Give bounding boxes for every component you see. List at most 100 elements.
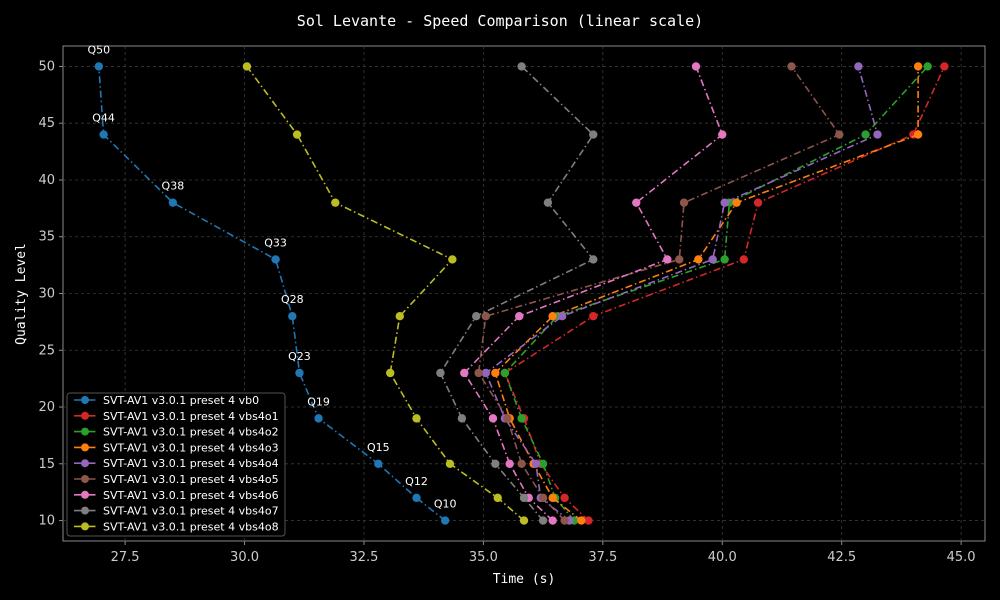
legend-label: SVT-AV1 v3.0.1 preset 4 vbs4o7 — [103, 505, 279, 518]
data-point — [519, 493, 529, 503]
data-point — [873, 130, 882, 139]
data-point — [94, 62, 104, 71]
data-point — [577, 516, 586, 525]
data-point — [481, 368, 490, 378]
series-line — [98, 66, 446, 522]
data-point — [519, 516, 529, 525]
data-point — [412, 493, 421, 503]
data-point — [854, 62, 863, 71]
legend-label: SVT-AV1 v3.0.1 preset 4 vbs4o4 — [103, 457, 279, 470]
legend-marker — [81, 443, 89, 452]
data-point — [548, 516, 557, 525]
data-point — [940, 62, 949, 71]
legend-label: SVT-AV1 v3.0.1 preset 4 vbs4o3 — [103, 441, 279, 454]
series-1 — [94, 62, 450, 525]
data-point — [500, 368, 510, 378]
legend-entry: SVT-AV1 v3.0.1 preset 4 vbs4o8 — [74, 520, 279, 533]
legend-entry: SVT-AV1 v3.0.1 preset 4 vbs4o6 — [74, 489, 279, 502]
data-point — [474, 368, 483, 378]
legend-entry: SVT-AV1 v3.0.1 preset 4 vbs4o5 — [74, 473, 279, 486]
data-point — [718, 130, 727, 139]
legend-label: SVT-AV1 v3.0.1 preset 4 vbs4o2 — [103, 426, 279, 439]
data-point — [584, 516, 593, 525]
x-tick-label: 37.5 — [588, 550, 617, 565]
y-axis-label: Quality Level — [14, 243, 29, 345]
data-point — [481, 312, 490, 321]
legend-label: SVT-AV1 v3.0.1 preset 4 vbs4o1 — [103, 410, 279, 423]
series-8 — [436, 62, 598, 525]
x-axis-ticks: 27.5 30.0 32.5 35.0 37.5 40.0 42.5 45.0 — [111, 541, 976, 565]
data-point — [548, 312, 557, 321]
y-tick-label: 50 — [38, 59, 55, 74]
data-point — [531, 459, 541, 468]
x-tick-label: 32.5 — [349, 550, 378, 565]
series-line — [463, 66, 724, 522]
data-point — [913, 62, 923, 71]
data-point — [739, 255, 748, 264]
series-7 — [460, 62, 727, 525]
data-point — [787, 62, 796, 71]
data-point — [448, 255, 457, 264]
data-point — [732, 198, 741, 207]
x-axis-label: Time (s) — [493, 572, 556, 587]
legend-marker — [81, 506, 89, 515]
data-point — [472, 312, 481, 321]
data-point — [548, 493, 557, 503]
data-point — [440, 516, 450, 525]
x-tick-label: 35.0 — [469, 550, 498, 565]
legend-entry: SVT-AV1 v3.0.1 preset 4 vbs4o4 — [74, 457, 279, 470]
data-point — [517, 414, 526, 423]
legend-marker — [81, 459, 89, 468]
quality-annotation: Q23 — [288, 350, 311, 363]
quality-annotation: Q15 — [367, 441, 390, 454]
y-tick-label: 15 — [38, 457, 55, 472]
y-tick-label: 10 — [38, 514, 55, 529]
data-point — [589, 255, 598, 264]
data-point — [691, 62, 701, 71]
data-point — [515, 312, 524, 321]
data-point — [271, 255, 280, 264]
y-tick-label: 30 — [38, 287, 55, 302]
data-point — [923, 62, 932, 71]
data-point — [558, 312, 567, 321]
data-point — [488, 414, 498, 423]
quality-annotation: Q44 — [92, 112, 115, 125]
data-point — [720, 198, 729, 207]
data-point — [753, 198, 763, 207]
legend-entry: SVT-AV1 v3.0.1 preset 4 vbs4o7 — [74, 505, 279, 518]
x-tick-label: 30.0 — [230, 550, 259, 565]
quality-annotation: Q28 — [281, 293, 304, 306]
data-point — [493, 493, 502, 503]
data-point — [412, 414, 421, 423]
legend-entry: SVT-AV1 v3.0.1 preset 4 vbs4o2 — [74, 426, 279, 439]
legend-marker — [81, 396, 89, 404]
data-point — [491, 368, 500, 378]
data-point — [632, 198, 641, 207]
data-point — [663, 255, 672, 264]
legend-marker — [81, 490, 89, 499]
quality-annotation: Q12 — [405, 475, 428, 488]
series-9 — [242, 62, 529, 525]
data-point — [517, 459, 526, 468]
data-point — [460, 368, 469, 378]
legend-entry: SVT-AV1 v3.0.1 preset 4 vb0 — [74, 394, 259, 407]
quality-annotation: Q38 — [162, 180, 185, 193]
data-point — [861, 130, 870, 139]
data-point — [331, 198, 340, 207]
legend-marker — [81, 427, 89, 436]
legend: SVT-AV1 v3.0.1 preset 4 vb0 SVT-AV1 v3.0.… — [66, 392, 286, 537]
data-point — [295, 368, 304, 378]
legend-marker — [81, 411, 89, 420]
data-point — [288, 312, 297, 321]
data-point — [675, 255, 684, 264]
data-point — [395, 312, 404, 321]
legend-label: SVT-AV1 v3.0.1 preset 4 vbs4o8 — [103, 520, 279, 533]
data-point — [679, 198, 689, 207]
legend-entry: SVT-AV1 v3.0.1 preset 4 vbs4o3 — [74, 441, 279, 454]
data-point — [314, 414, 323, 423]
y-axis-ticks: 10 15 20 25 30 35 40 45 50 — [38, 59, 63, 529]
data-point — [589, 130, 598, 139]
data-point — [457, 414, 467, 423]
series-layer — [94, 62, 949, 525]
